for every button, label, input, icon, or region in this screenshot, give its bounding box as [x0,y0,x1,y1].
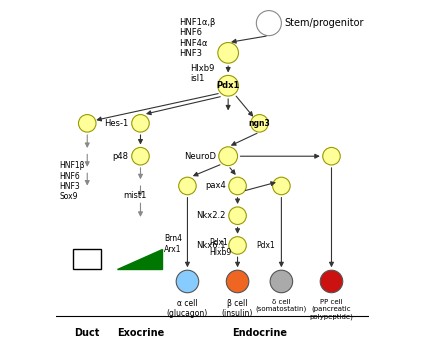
Polygon shape [117,248,162,269]
Text: Exocrine: Exocrine [117,328,164,338]
Circle shape [218,75,238,96]
Text: HNF1β
HNF6
HNF3
Sox9: HNF1β HNF6 HNF3 Sox9 [59,161,85,201]
Text: Endocrine: Endocrine [232,328,287,338]
Circle shape [176,270,199,293]
Circle shape [178,177,196,195]
Text: Pdx1: Pdx1 [216,81,240,90]
Text: mist1: mist1 [123,191,147,200]
Text: ngn3: ngn3 [249,119,270,128]
Circle shape [132,147,149,165]
Circle shape [229,207,246,224]
Text: Pdx1
Hlxb9: Pdx1 Hlxb9 [210,238,232,257]
Text: HNF1α,β
HNF6
HNF4α
HNF3: HNF1α,β HNF6 HNF4α HNF3 [180,18,216,58]
Text: Duct: Duct [74,328,100,338]
Circle shape [270,270,293,293]
Circle shape [132,114,149,132]
Text: Brn4
Arx1: Brn4 Arx1 [164,234,182,254]
Bar [73,248,101,269]
Text: Nkx6.1: Nkx6.1 [196,241,226,250]
Circle shape [229,177,246,195]
Text: Stem/progenitor: Stem/progenitor [284,18,364,28]
Circle shape [226,270,249,293]
Text: α cell
(glucagon): α cell (glucagon) [167,299,208,318]
Circle shape [251,114,268,132]
Circle shape [218,43,238,63]
Text: Hlxb9
isl1: Hlxb9 isl1 [190,64,215,83]
Text: β cell
(insulin): β cell (insulin) [222,299,253,318]
Text: Hes-1: Hes-1 [104,119,129,128]
Text: Pdx1: Pdx1 [256,241,275,250]
Text: p48: p48 [113,152,129,161]
Circle shape [323,147,340,165]
Circle shape [79,114,96,132]
Text: PP cell
(pancreatic
polypeptide): PP cell (pancreatic polypeptide) [309,299,354,320]
Text: Nkx2.2: Nkx2.2 [196,211,226,220]
Circle shape [219,147,238,166]
Circle shape [320,270,343,293]
Text: pax4: pax4 [205,181,226,190]
Circle shape [272,177,290,195]
Text: NeuroD: NeuroD [184,152,215,161]
Circle shape [229,237,246,254]
Text: δ cell
(somatostatin): δ cell (somatostatin) [256,299,307,312]
Circle shape [256,10,281,36]
